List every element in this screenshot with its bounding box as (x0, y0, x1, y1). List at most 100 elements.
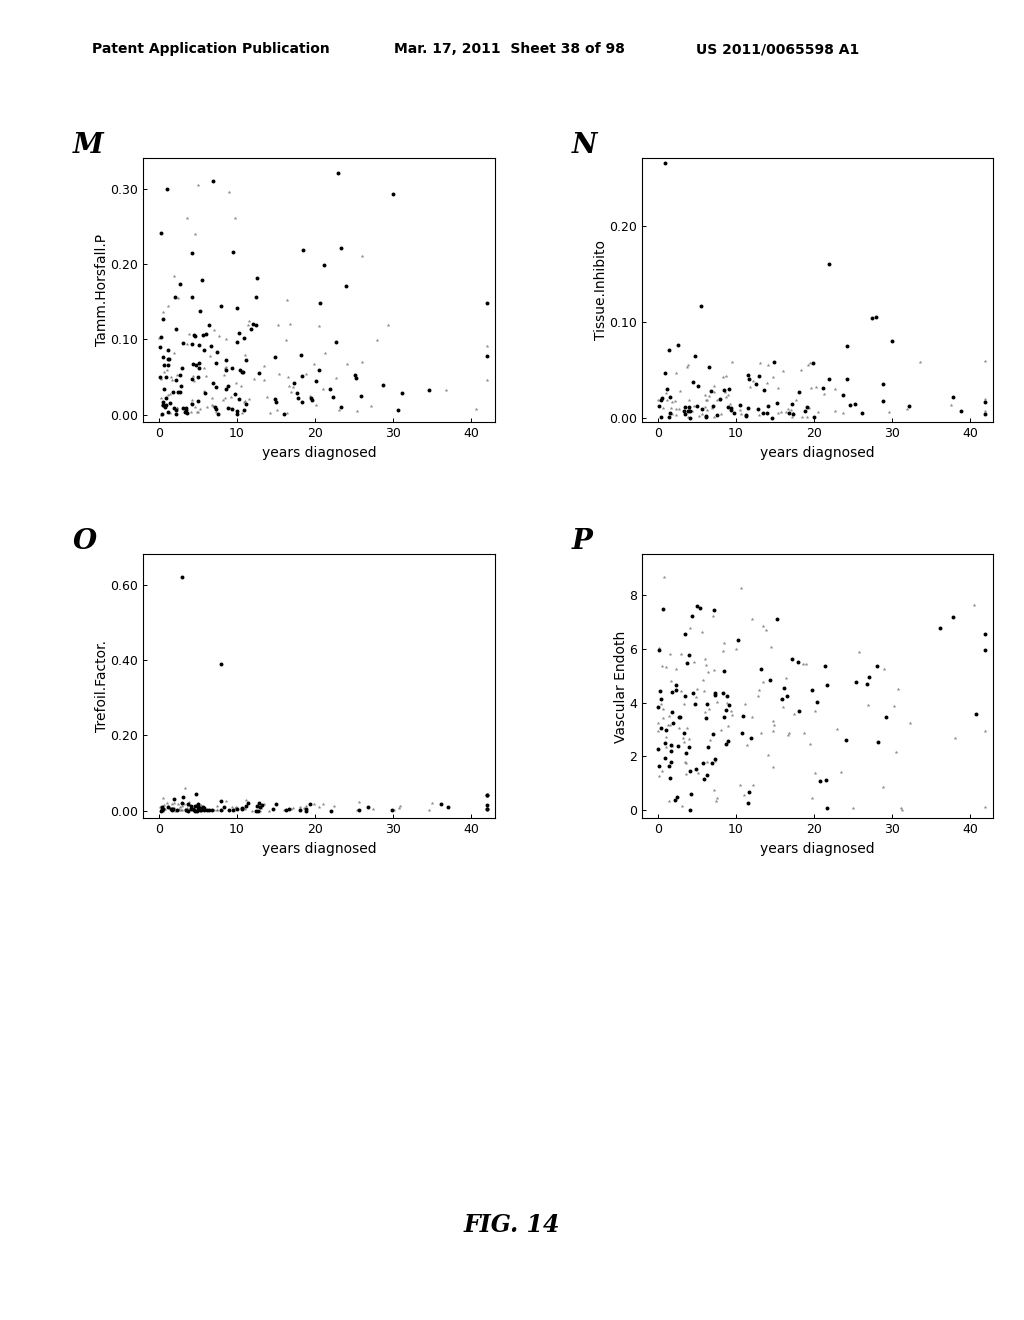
Point (207, 396, 223, 417)
Point (812, 771, 828, 792)
Point (802, 734, 818, 755)
Point (186, 396, 203, 417)
Point (183, 389, 200, 411)
Point (765, 756, 781, 777)
Point (655, 698, 672, 719)
Point (189, 401, 206, 422)
Point (683, 401, 699, 422)
Point (208, 399, 224, 420)
Point (160, 401, 176, 422)
Point (650, 755, 667, 776)
Point (157, 397, 173, 418)
Point (169, 800, 185, 821)
Point (278, 329, 294, 350)
Point (977, 403, 993, 424)
Y-axis label: Tissue.Inhibito: Tissue.Inhibito (594, 240, 608, 341)
Point (698, 400, 715, 421)
Point (821, 368, 838, 389)
Point (187, 784, 204, 805)
Point (668, 362, 684, 383)
Point (295, 797, 311, 818)
Point (668, 399, 684, 420)
Point (176, 793, 193, 814)
Point (281, 799, 297, 820)
Point (656, 363, 673, 384)
Point (654, 655, 671, 676)
Point (845, 797, 861, 818)
Point (184, 242, 201, 263)
Point (278, 799, 294, 820)
Point (171, 800, 187, 821)
Point (348, 367, 365, 388)
Point (213, 296, 229, 317)
Point (805, 352, 821, 374)
Point (220, 800, 237, 821)
Point (698, 751, 715, 772)
Point (213, 800, 229, 821)
Point (218, 329, 234, 350)
Point (186, 326, 203, 347)
Point (253, 797, 269, 818)
Point (259, 387, 275, 408)
Point (886, 696, 902, 717)
Point (663, 735, 679, 756)
Point (751, 404, 767, 425)
Point (152, 327, 168, 348)
Point (304, 389, 321, 411)
Point (199, 799, 215, 820)
Point (467, 399, 483, 420)
Point (660, 755, 677, 776)
Point (664, 404, 680, 425)
Point (842, 395, 858, 416)
Point (212, 791, 228, 812)
Point (160, 339, 176, 360)
Point (331, 162, 347, 183)
Point (658, 389, 675, 411)
Point (349, 800, 366, 821)
Point (944, 387, 961, 408)
Point (709, 692, 725, 713)
Point (818, 797, 835, 818)
Point (778, 686, 795, 708)
Point (153, 337, 169, 358)
Point (665, 713, 681, 734)
Point (354, 351, 371, 372)
Point (715, 640, 731, 661)
Point (237, 392, 253, 413)
Point (173, 376, 189, 397)
Point (658, 719, 675, 741)
Point (188, 800, 205, 821)
Point (294, 366, 310, 387)
Point (698, 764, 715, 785)
Point (650, 640, 667, 661)
Point (369, 329, 385, 350)
Point (268, 793, 285, 814)
Point (650, 638, 667, 659)
Point (196, 800, 212, 821)
Point (153, 367, 169, 388)
X-axis label: years diagnosed: years diagnosed (262, 446, 376, 459)
Point (687, 758, 703, 779)
Point (323, 800, 339, 821)
Point (186, 224, 203, 246)
Point (663, 671, 679, 692)
Point (874, 374, 891, 395)
Point (673, 643, 689, 664)
Point (894, 800, 910, 821)
Point (184, 393, 201, 414)
Point (816, 384, 833, 405)
Point (168, 404, 184, 425)
Point (679, 652, 695, 673)
Point (265, 799, 282, 820)
Point (817, 656, 834, 677)
Point (656, 747, 673, 768)
Point (249, 268, 265, 289)
Point (201, 800, 217, 821)
Point (170, 793, 186, 814)
Point (285, 797, 301, 818)
Point (183, 393, 200, 414)
Point (799, 396, 815, 417)
Point (160, 348, 176, 370)
Point (153, 797, 169, 818)
Point (268, 392, 285, 413)
